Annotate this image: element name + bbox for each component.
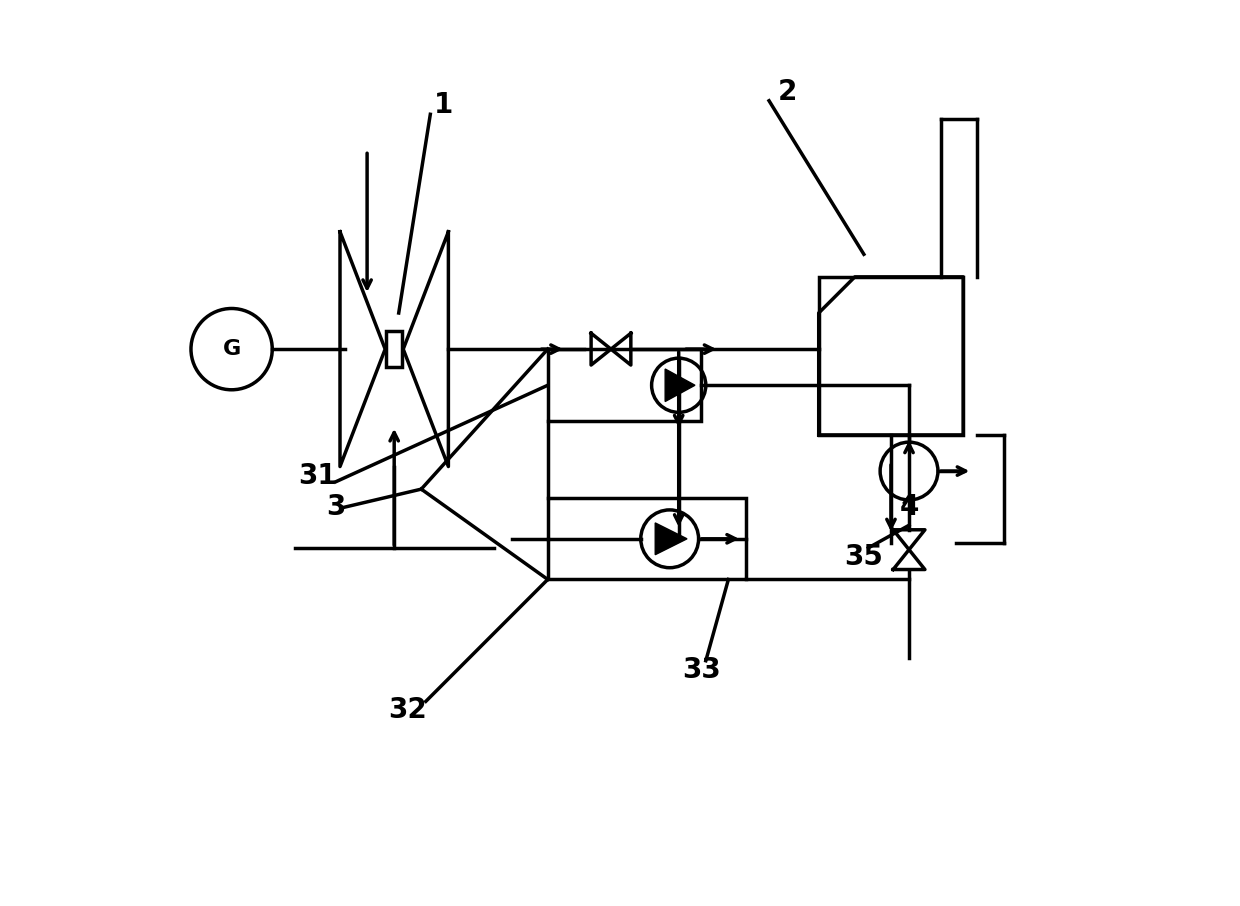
Polygon shape bbox=[665, 369, 694, 401]
Text: 35: 35 bbox=[844, 543, 883, 571]
Bar bbox=[548, 498, 746, 580]
Text: 2: 2 bbox=[777, 78, 797, 106]
Text: 1: 1 bbox=[434, 92, 454, 120]
Text: 31: 31 bbox=[298, 461, 337, 489]
Text: 32: 32 bbox=[388, 697, 427, 725]
Text: 33: 33 bbox=[682, 656, 720, 684]
Text: 4: 4 bbox=[899, 493, 919, 521]
Bar bbox=[548, 349, 702, 421]
Text: 3: 3 bbox=[326, 493, 345, 521]
Bar bbox=[386, 331, 402, 367]
Polygon shape bbox=[655, 523, 687, 554]
Bar bbox=[818, 277, 963, 435]
Text: G: G bbox=[222, 339, 241, 359]
